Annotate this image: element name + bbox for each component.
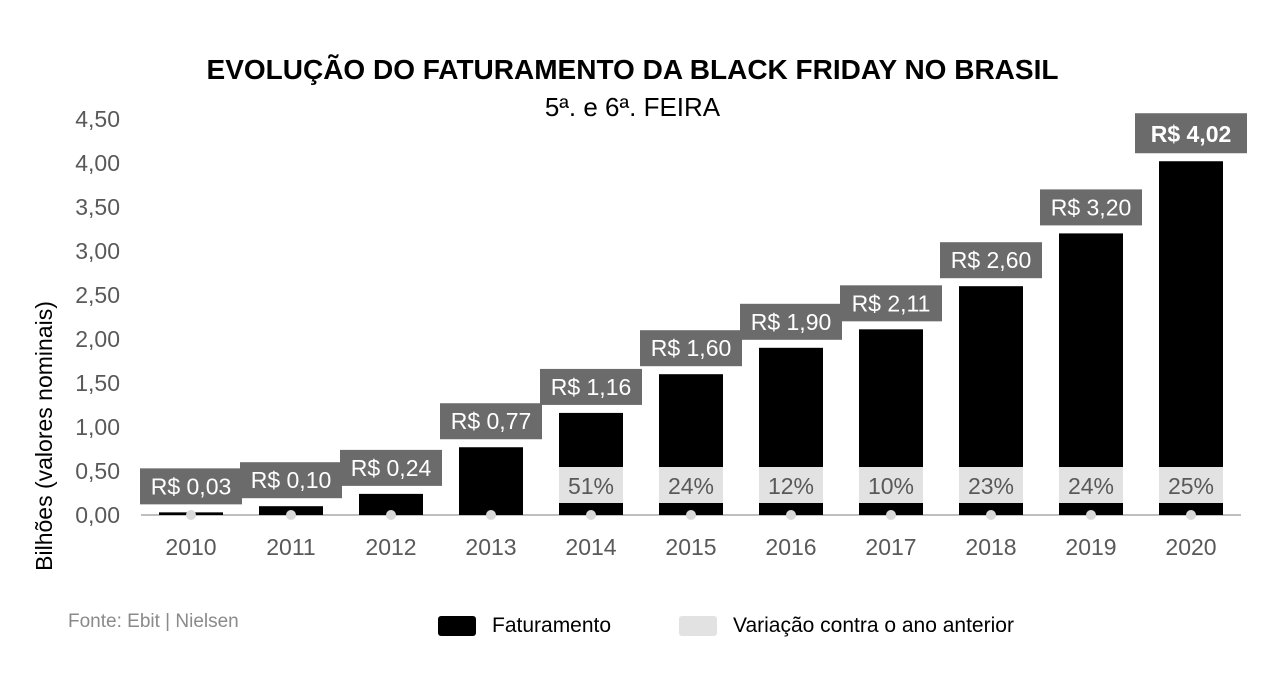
variation-band — [959, 467, 1023, 503]
axis-marker — [686, 510, 696, 520]
x-tick-label: 2019 — [1065, 534, 1116, 560]
legend-label-variacao: Variação contra o ano anterior — [733, 614, 1014, 637]
x-tick-label: 2018 — [965, 534, 1016, 560]
value-label-box — [740, 303, 842, 340]
chart-title: EVOLUÇÃO DO FATURAMENTO DA BLACK FRIDAY … — [206, 54, 1059, 85]
value-label-box — [840, 285, 942, 322]
value-label: R$ 1,60 — [651, 335, 732, 361]
variation-label: 24% — [668, 473, 714, 499]
value-label: R$ 2,11 — [852, 290, 931, 316]
legend-swatch-variacao — [679, 616, 717, 636]
variation-band — [559, 467, 623, 503]
axis-marker — [286, 510, 296, 520]
variation-label: 24% — [1068, 473, 1114, 499]
value-label-box — [640, 330, 742, 367]
value-label: R$ 4,02 — [1151, 121, 1232, 147]
y-tick-label: 3,00 — [75, 238, 120, 264]
axis-marker — [786, 510, 796, 520]
axis-marker — [1086, 510, 1096, 520]
value-label: R$ 0,03 — [151, 473, 232, 499]
source-note: Fonte: Ebit | Nielsen — [68, 611, 239, 632]
x-tick-label: 2020 — [1165, 534, 1216, 560]
bar — [359, 493, 423, 515]
x-tick-label: 2016 — [765, 534, 816, 560]
x-tick-label: 2015 — [665, 534, 716, 560]
x-tick-label: 2017 — [865, 534, 916, 560]
legend-item-variacao: Variação contra o ano anterior — [679, 614, 1014, 638]
x-tick-label: 2010 — [165, 534, 216, 560]
variation-label: 25% — [1168, 473, 1214, 499]
variation-label: 23% — [968, 473, 1014, 499]
axis-marker — [986, 510, 996, 520]
x-tick-label: 2013 — [465, 534, 516, 560]
value-label-box — [440, 403, 542, 440]
value-label-box — [240, 462, 342, 499]
y-tick-label: 1,50 — [75, 370, 120, 396]
axis-marker — [186, 510, 196, 520]
axis-marker — [886, 510, 896, 520]
variation-label: 10% — [868, 473, 914, 499]
y-tick-label: 4,00 — [75, 150, 120, 176]
x-tick-label: 2011 — [266, 534, 315, 560]
value-label: R$ 1,16 — [551, 374, 632, 400]
axis-marker — [486, 510, 496, 520]
chart-subtitle: 5ª. e 6ª. FEIRA — [544, 92, 721, 122]
legend-item-faturamento: Faturamento — [438, 614, 611, 638]
variation-band — [859, 467, 923, 503]
bar — [459, 447, 523, 515]
value-label-box — [340, 449, 442, 486]
variation-band — [1059, 467, 1123, 503]
y-tick-label: 0,50 — [75, 458, 120, 484]
axis-marker — [386, 510, 396, 520]
variation-band — [659, 467, 723, 503]
y-tick-label: 3,50 — [75, 194, 120, 220]
y-tick-label: 2,50 — [75, 282, 120, 308]
axis-marker — [586, 510, 596, 520]
y-tick-label: 2,00 — [75, 326, 120, 352]
x-tick-label: 2014 — [565, 534, 616, 560]
y-axis-label: Bilhões (valores nominais) — [31, 301, 57, 571]
variation-label: 12% — [768, 473, 814, 499]
value-label-box — [140, 468, 242, 505]
value-label: R$ 3,20 — [1051, 194, 1132, 220]
value-label: R$ 2,60 — [951, 247, 1032, 273]
variation-band — [759, 467, 823, 503]
variation-band — [1159, 467, 1223, 503]
axis-marker — [1186, 510, 1196, 520]
value-label: R$ 0,10 — [251, 467, 332, 493]
value-label-box — [940, 242, 1042, 279]
x-tick-label: 2012 — [365, 534, 416, 560]
legend-swatch-faturamento — [438, 616, 476, 636]
y-tick-label: 1,00 — [75, 414, 120, 440]
legend-label-faturamento: Faturamento — [492, 614, 612, 637]
value-label: R$ 0,77 — [451, 408, 532, 434]
value-label-box — [1040, 189, 1142, 226]
value-label: R$ 0,24 — [351, 455, 432, 481]
y-tick-label: 0,00 — [75, 502, 120, 528]
value-label-box — [1135, 113, 1247, 154]
value-label-box — [540, 368, 642, 405]
variation-label: 51% — [568, 473, 614, 499]
value-label: R$ 1,90 — [751, 309, 832, 335]
bar — [1159, 161, 1223, 516]
y-tick-label: 4,50 — [75, 106, 120, 132]
